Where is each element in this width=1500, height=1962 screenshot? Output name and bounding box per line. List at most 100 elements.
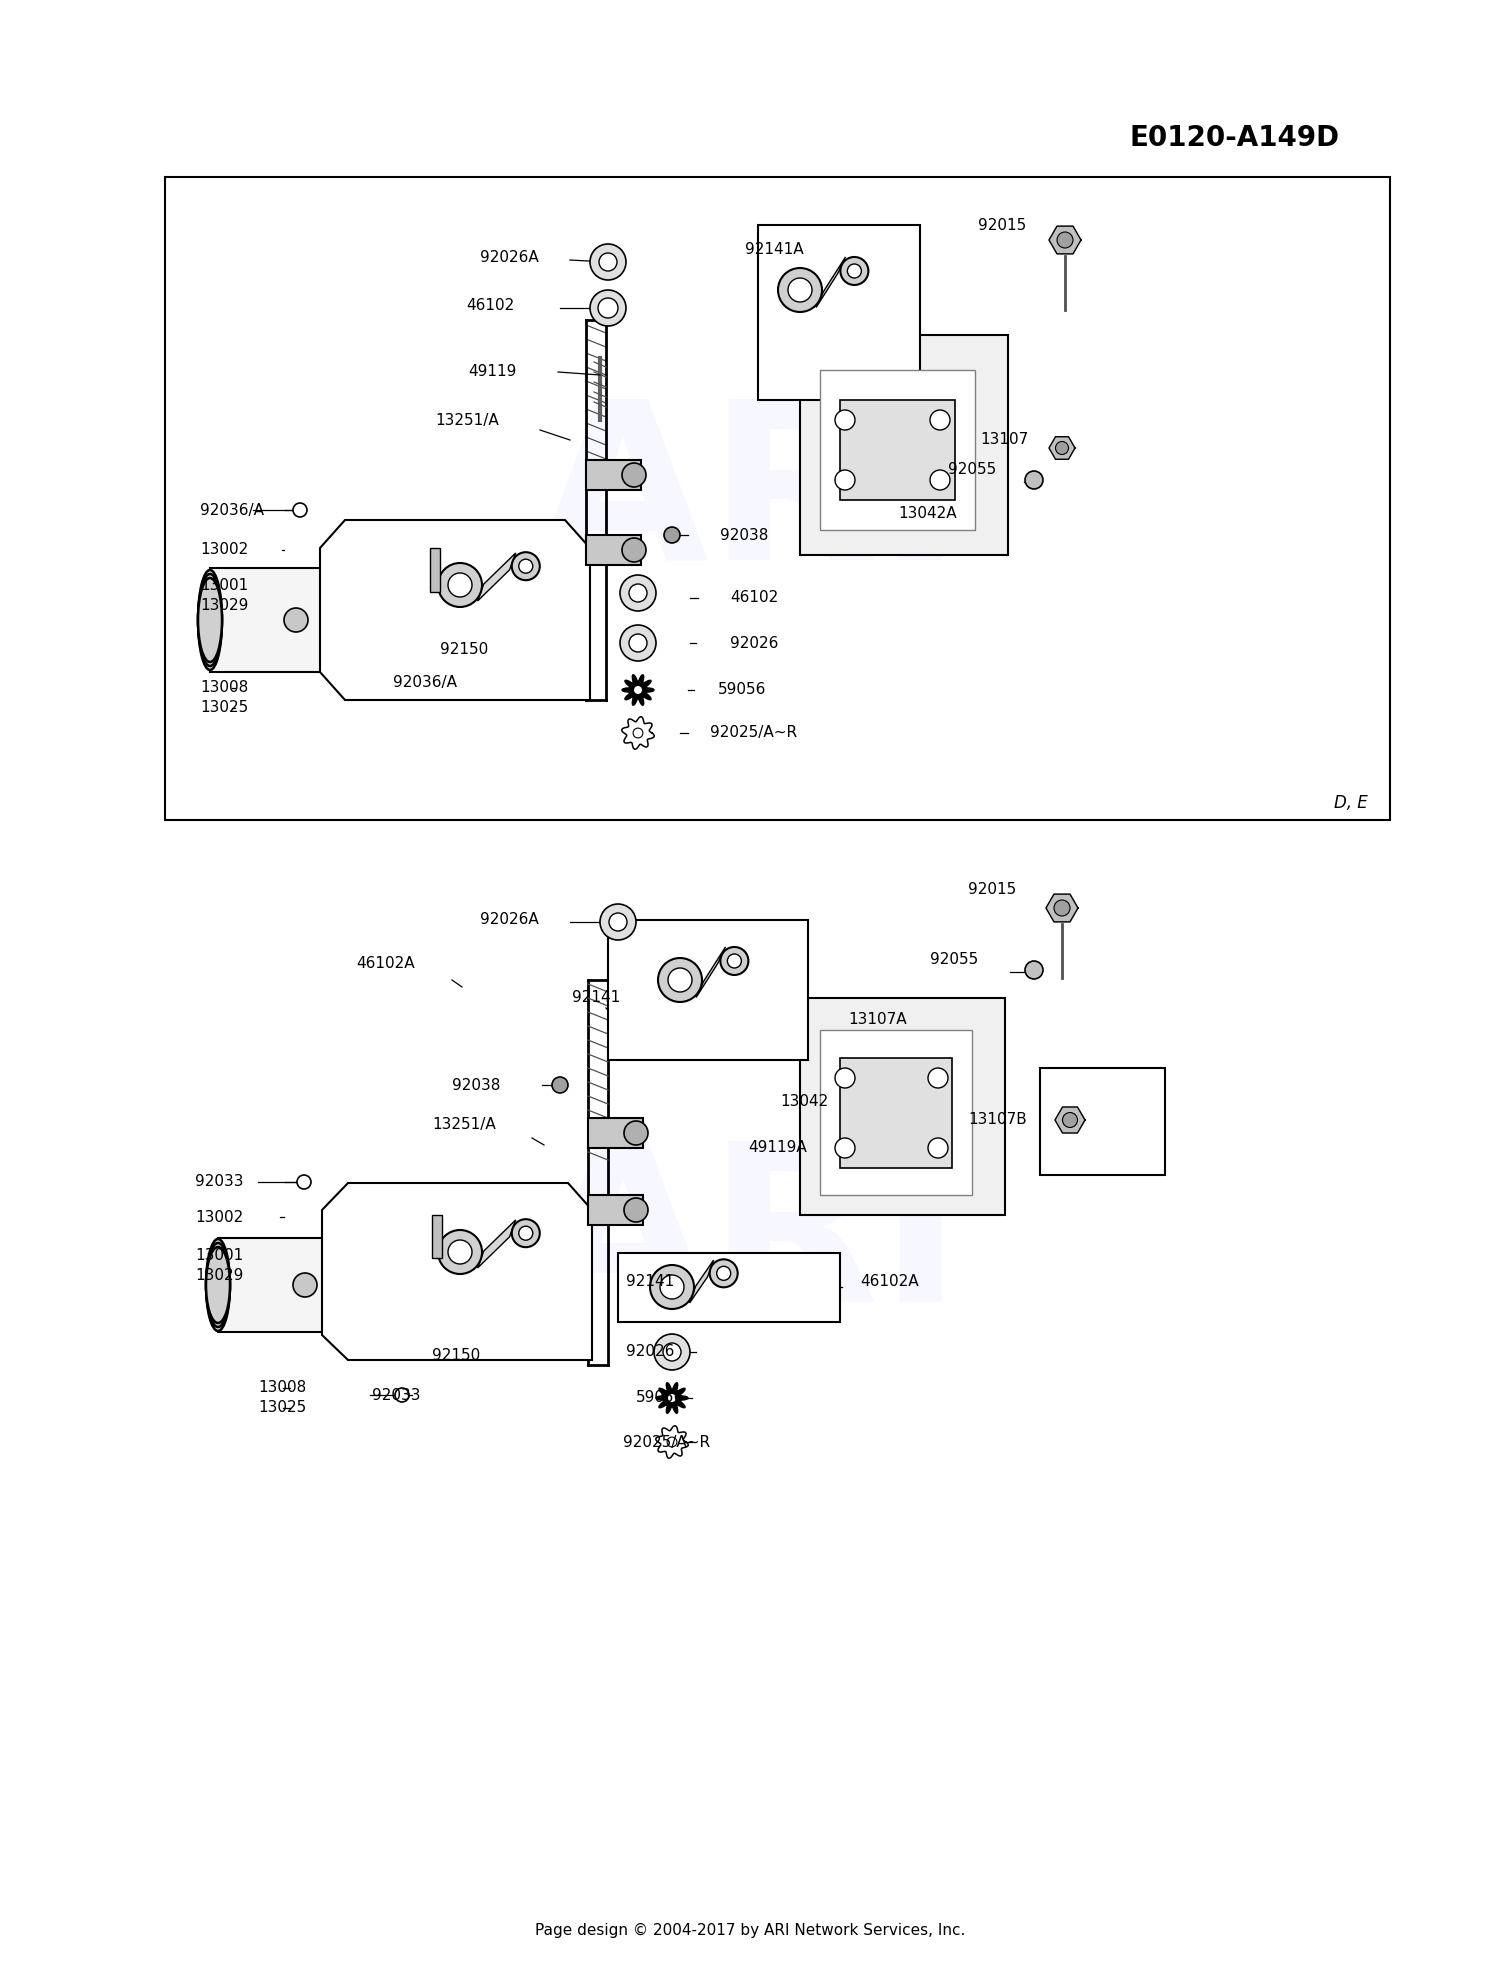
Circle shape (598, 298, 618, 318)
Bar (588, 1118, 644, 1148)
Circle shape (847, 265, 861, 279)
Text: 92141A: 92141A (746, 243, 804, 257)
Circle shape (710, 1260, 738, 1287)
Ellipse shape (206, 1244, 230, 1326)
Polygon shape (696, 948, 726, 997)
Text: Page design © 2004-2017 by ARI Network Services, Inc.: Page design © 2004-2017 by ARI Network S… (536, 1923, 964, 1938)
Circle shape (622, 538, 646, 561)
Text: 13002: 13002 (200, 543, 249, 557)
Bar (1040, 1067, 1166, 1175)
Text: 92015: 92015 (978, 218, 1026, 233)
Bar (800, 999, 1005, 1214)
Circle shape (840, 257, 868, 284)
Circle shape (658, 957, 702, 1003)
Text: 13025: 13025 (258, 1401, 306, 1415)
Text: 92150: 92150 (432, 1348, 480, 1364)
Circle shape (284, 608, 308, 632)
Circle shape (519, 1226, 532, 1240)
Text: 13251/A: 13251/A (435, 412, 498, 428)
Polygon shape (656, 1383, 688, 1413)
Circle shape (552, 1077, 568, 1093)
Text: 13008: 13008 (200, 681, 249, 695)
Text: 92026A: 92026A (480, 912, 538, 928)
Text: 92055: 92055 (930, 952, 978, 967)
Text: 13029: 13029 (195, 1267, 243, 1283)
Bar (618, 1254, 840, 1322)
Circle shape (1024, 961, 1042, 979)
Circle shape (1062, 1112, 1077, 1128)
Circle shape (654, 1334, 690, 1369)
Circle shape (624, 1120, 648, 1146)
Text: 13107: 13107 (980, 432, 1029, 447)
Text: 92150: 92150 (440, 642, 489, 657)
Circle shape (620, 626, 656, 661)
Ellipse shape (206, 1238, 230, 1330)
Text: 49119A: 49119A (748, 1140, 807, 1156)
Circle shape (668, 1393, 676, 1403)
Circle shape (788, 279, 812, 302)
Circle shape (663, 1344, 681, 1362)
Polygon shape (1048, 438, 1076, 459)
Text: 92025/A~R: 92025/A~R (622, 1434, 710, 1450)
Circle shape (448, 1240, 472, 1264)
Polygon shape (1048, 226, 1082, 253)
Text: 13002: 13002 (195, 1209, 243, 1224)
Bar (430, 547, 439, 593)
Text: 46102A: 46102A (356, 955, 414, 971)
Circle shape (660, 1275, 684, 1299)
Bar (840, 1058, 952, 1167)
Circle shape (438, 563, 482, 606)
Text: 92033: 92033 (372, 1389, 420, 1403)
Bar (840, 400, 956, 500)
Circle shape (928, 1067, 948, 1089)
Circle shape (1056, 441, 1068, 455)
Ellipse shape (198, 579, 222, 661)
Circle shape (519, 559, 532, 573)
Polygon shape (690, 1260, 714, 1303)
Circle shape (720, 948, 748, 975)
Circle shape (930, 410, 950, 430)
Text: E0120-A149D: E0120-A149D (1130, 124, 1340, 151)
Circle shape (836, 1067, 855, 1089)
Text: ARI: ARI (537, 390, 963, 604)
Circle shape (836, 471, 855, 490)
Bar (165, 177, 1390, 820)
Circle shape (668, 967, 692, 993)
Circle shape (622, 463, 646, 487)
Text: 92036/A: 92036/A (200, 502, 264, 518)
Circle shape (717, 1265, 730, 1281)
Circle shape (624, 1199, 648, 1222)
Bar (586, 536, 640, 565)
Text: 13001: 13001 (195, 1248, 243, 1262)
Circle shape (620, 575, 656, 610)
Circle shape (1024, 471, 1042, 489)
Circle shape (1054, 901, 1070, 916)
Circle shape (598, 253, 616, 271)
Polygon shape (477, 1220, 516, 1267)
Circle shape (836, 1138, 855, 1158)
Circle shape (930, 471, 950, 490)
Circle shape (728, 954, 741, 967)
Text: 92026A: 92026A (480, 251, 538, 265)
Text: 13001: 13001 (200, 577, 249, 593)
Text: ARI: ARI (537, 1132, 963, 1348)
Text: 59056: 59056 (718, 683, 766, 698)
Ellipse shape (198, 571, 222, 669)
Circle shape (512, 551, 540, 581)
Bar (758, 226, 920, 400)
Bar (821, 1030, 972, 1195)
Circle shape (633, 728, 644, 738)
Circle shape (512, 1218, 540, 1248)
Text: 13008: 13008 (258, 1381, 306, 1395)
Bar (210, 569, 340, 673)
Text: 46102A: 46102A (859, 1275, 918, 1289)
Circle shape (394, 1387, 410, 1403)
Circle shape (590, 290, 626, 326)
Text: 13251/A: 13251/A (432, 1116, 495, 1132)
Circle shape (778, 269, 822, 312)
Text: 92025/A~R: 92025/A~R (710, 726, 797, 740)
Circle shape (609, 912, 627, 932)
Circle shape (292, 502, 308, 518)
Text: 92055: 92055 (948, 463, 996, 477)
Circle shape (928, 1138, 948, 1158)
